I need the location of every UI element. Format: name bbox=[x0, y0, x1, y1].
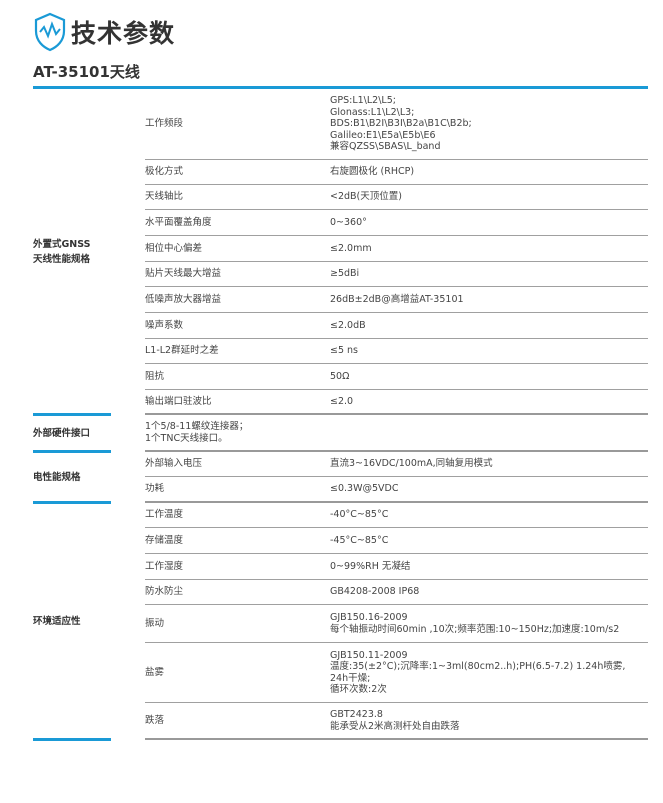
spec-value: 直流3~16VDC/100mA,同轴复用模式 bbox=[330, 458, 493, 470]
page-title: 技术参数 bbox=[71, 19, 176, 48]
spec-key: 功耗 bbox=[145, 483, 165, 495]
spec-row: 工作频段 GPS:L1\L2\L5; Glonass:L1\L2\L3; BDS:… bbox=[145, 89, 648, 160]
spec-key: 存储温度 bbox=[145, 534, 184, 546]
spec-key: 工作频段 bbox=[145, 118, 184, 130]
spec-value: GPS:L1\L2\L5; Glonass:L1\L2\L3; BDS:B1\B… bbox=[330, 95, 472, 153]
spec-group-label: 外置式GNSS 天线性能规格 bbox=[33, 239, 91, 265]
spec-row: 功耗 ≤0.3W@5VDC bbox=[145, 477, 648, 503]
spec-value: -40°C~85°C bbox=[330, 509, 389, 521]
spec-value: 右旋圆极化 (RHCP) bbox=[330, 166, 415, 178]
spec-row: 防水防尘 GB4208-2008 IP68 bbox=[145, 580, 648, 605]
spec-row: 跌落 GBT2423.8 能承受从2米高测杆处自由跌落 bbox=[145, 703, 648, 740]
spec-row: 工作温度 -40°C~85°C bbox=[145, 503, 648, 528]
spec-key: 水平面覆盖角度 bbox=[145, 216, 212, 228]
spec-row: 噪声系数 ≤2.0dB bbox=[145, 313, 648, 339]
spec-value: ≤0.3W@5VDC bbox=[330, 483, 399, 495]
spec-value: ≤2.0 bbox=[330, 395, 354, 407]
group-divider bbox=[33, 413, 111, 416]
spec-value: ≤5 ns bbox=[330, 345, 358, 357]
spec-key: 振动 bbox=[145, 617, 165, 629]
spec-row: 工作湿度 0~99%RH 无凝结 bbox=[145, 554, 648, 580]
spec-key: 极化方式 bbox=[145, 166, 184, 178]
spec-value: GJB150.16-2009 每个轴振动时间60min ,10次;频率范围:10… bbox=[330, 612, 620, 635]
spec-table: 工作频段 GPS:L1\L2\L5; Glonass:L1\L2\L3; BDS:… bbox=[145, 89, 648, 740]
spec-value: ≤2.0dB bbox=[330, 319, 366, 331]
spec-key: 工作温度 bbox=[145, 509, 184, 521]
shield-wave-icon bbox=[34, 12, 66, 52]
spec-value: ≥5dBi bbox=[330, 268, 360, 280]
spec-row: 贴片天线最大增益 ≥5dBi bbox=[145, 262, 648, 287]
spec-row: 输出端口驻波比 ≤2.0 bbox=[145, 390, 648, 415]
spec-key: 贴片天线最大增益 bbox=[145, 268, 222, 280]
spec-row: 水平面覆盖角度 0~360° bbox=[145, 210, 648, 236]
spec-value: GB4208-2008 IP68 bbox=[330, 586, 420, 598]
page-header: 技术参数 bbox=[33, 12, 175, 52]
spec-key: 噪声系数 bbox=[145, 319, 184, 331]
spec-group-label: 外部硬件接口 bbox=[33, 428, 91, 439]
spec-value: GBT2423.8 能承受从2米高测杆处自由跌落 bbox=[330, 709, 460, 732]
spec-key: 1个5/8-11螺纹连接器； 1个TNC天线接口。 bbox=[145, 421, 249, 444]
spec-row: 相位中心偏差 ≤2.0mm bbox=[145, 236, 648, 262]
spec-key: 相位中心偏差 bbox=[145, 242, 203, 254]
spec-row: 外部输入电压 直流3~16VDC/100mA,同轴复用模式 bbox=[145, 452, 648, 477]
spec-row: 存储温度 -45°C~85°C bbox=[145, 528, 648, 554]
spec-value: 0~99%RH 无凝结 bbox=[330, 560, 411, 572]
spec-row: 低噪声放大器增益 26dB±2dB@高增益AT-35101 bbox=[145, 287, 648, 313]
spec-key: 盐雾 bbox=[145, 666, 165, 678]
spec-row: 天线轴比 <2dB(天顶位置) bbox=[145, 185, 648, 210]
spec-row: L1-L2群延时之差 ≤5 ns bbox=[145, 339, 648, 364]
group-divider bbox=[33, 738, 111, 741]
header-divider bbox=[33, 86, 648, 89]
spec-value: -45°C~85°C bbox=[330, 534, 389, 546]
spec-key: 输出端口驻波比 bbox=[145, 395, 212, 407]
spec-row: 振动 GJB150.16-2009 每个轴振动时间60min ,10次;频率范围:… bbox=[145, 605, 648, 643]
spec-key: 阻抗 bbox=[145, 370, 165, 382]
spec-key: 天线轴比 bbox=[145, 191, 184, 203]
spec-row: 1个5/8-11螺纹连接器； 1个TNC天线接口。 bbox=[145, 415, 648, 452]
spec-row: 极化方式 右旋圆极化 (RHCP) bbox=[145, 160, 648, 185]
group-divider bbox=[33, 501, 111, 504]
spec-value: 50Ω bbox=[330, 370, 350, 382]
spec-row: 盐雾 GJB150.11-2009 温度:35(±2°C);沉降率:1~3ml(8… bbox=[145, 643, 648, 703]
spec-value: GJB150.11-2009 温度:35(±2°C);沉降率:1~3ml(80c… bbox=[330, 649, 626, 696]
group-divider bbox=[33, 450, 111, 453]
spec-value: ≤2.0mm bbox=[330, 242, 372, 254]
spec-key: 低噪声放大器增益 bbox=[145, 293, 222, 305]
product-subtitle: AT-35101天线 bbox=[33, 63, 140, 81]
spec-group-label: 电性能规格 bbox=[33, 472, 81, 483]
spec-group-label: 环境适应性 bbox=[33, 616, 81, 627]
spec-key: 外部输入电压 bbox=[145, 458, 203, 470]
spec-value: <2dB(天顶位置) bbox=[330, 191, 402, 203]
spec-value: 26dB±2dB@高增益AT-35101 bbox=[330, 293, 464, 305]
spec-key: 工作湿度 bbox=[145, 560, 184, 572]
spec-key: 防水防尘 bbox=[145, 586, 184, 598]
spec-row: 阻抗 50Ω bbox=[145, 364, 648, 390]
spec-key: L1-L2群延时之差 bbox=[145, 345, 219, 357]
spec-key: 跌落 bbox=[145, 714, 165, 726]
spec-value: 0~360° bbox=[330, 216, 367, 228]
